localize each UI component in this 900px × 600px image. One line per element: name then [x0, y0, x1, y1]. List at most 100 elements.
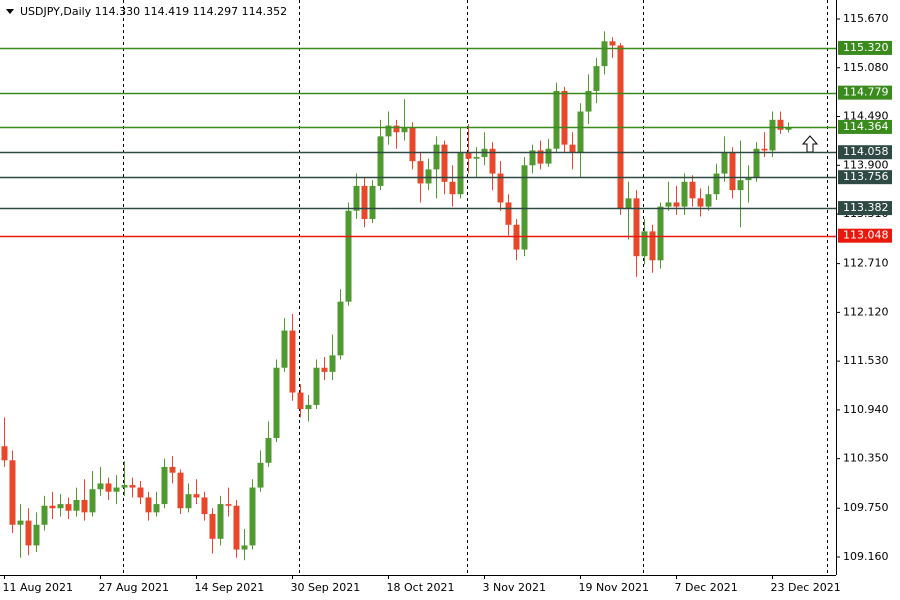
candle-body: [681, 181, 688, 207]
candle-body: [105, 483, 112, 492]
candle-body: [353, 185, 360, 211]
candle-body: [393, 125, 400, 133]
candle-body: [177, 472, 184, 509]
candle-body: [241, 545, 248, 550]
candle-body: [753, 148, 760, 178]
candle-body: [401, 127, 408, 133]
candle-body: [49, 505, 56, 509]
candle-body: [81, 499, 88, 513]
candle-body: [729, 152, 736, 191]
candle-body: [537, 150, 544, 164]
candle-body: [433, 144, 440, 170]
candle-body: [457, 152, 464, 195]
candle-body: [417, 161, 424, 184]
candle-body: [449, 181, 456, 195]
y-tick-label: 114.490: [843, 110, 889, 123]
candle-body: [57, 504, 64, 509]
candle-body: [473, 157, 480, 159]
candle-body: [553, 90, 560, 149]
candle-body: [649, 231, 656, 261]
candle-body: [377, 136, 384, 186]
candle-body: [265, 437, 272, 463]
x-tick-label: 18 Oct 2021: [387, 581, 455, 594]
candle-body: [593, 66, 600, 91]
level-label-box: [838, 228, 892, 243]
candle-body: [33, 524, 40, 546]
level-label-box: [838, 170, 892, 185]
candle-body: [369, 185, 376, 219]
candle-body: [697, 198, 704, 207]
candle-body: [153, 504, 160, 513]
candle-body: [769, 119, 776, 151]
candle-body: [289, 330, 296, 393]
candle-body: [601, 41, 608, 67]
candle-body: [761, 148, 768, 151]
candle-body: [545, 148, 552, 164]
candle-body: [569, 144, 576, 153]
candle-body: [785, 127, 792, 130]
candle-body: [609, 41, 616, 46]
candle-body: [113, 487, 120, 492]
candle-body: [745, 177, 752, 181]
level-label: 114.364: [843, 120, 889, 133]
x-tick-label: 30 Sep 2021: [291, 581, 361, 594]
candle-body: [705, 194, 712, 207]
candle-body: [145, 497, 152, 513]
level-label: 113.756: [843, 170, 889, 183]
candle-body: [193, 494, 200, 498]
level-label-box: [838, 119, 892, 134]
candle-body: [329, 355, 336, 372]
x-tick-label: 23 Dec 2021: [771, 581, 841, 594]
candle-body: [41, 505, 48, 525]
candle-body: [249, 487, 256, 546]
level-label: 113.048: [843, 229, 889, 242]
candle-body: [201, 497, 208, 515]
candle-body: [657, 206, 664, 261]
candle-body: [721, 152, 728, 174]
candle-body: [441, 144, 448, 182]
level-label: 113.382: [843, 201, 889, 214]
candle-body: [129, 485, 136, 488]
candle-body: [225, 504, 232, 506]
candle-body: [737, 180, 744, 191]
candle-body: [561, 90, 568, 145]
y-tick-label: 109.160: [843, 550, 889, 563]
menu-arrow[interactable]: [6, 9, 14, 14]
y-tick-label: 112.710: [843, 257, 889, 270]
candle-body: [385, 125, 392, 137]
candle-body: [465, 152, 472, 159]
candle-body: [505, 202, 512, 225]
candle-body: [17, 520, 24, 525]
candle-body: [577, 111, 584, 153]
candle-body: [169, 466, 176, 473]
candle-body: [409, 127, 416, 162]
y-tick-label: 113.900: [843, 158, 889, 171]
candle-body: [625, 198, 632, 209]
candle-body: [673, 202, 680, 207]
candle-body: [585, 90, 592, 112]
candle-body: [345, 210, 352, 302]
level-label: 114.058: [843, 145, 889, 158]
candle-body: [257, 462, 264, 488]
candle-body: [25, 520, 32, 546]
candle-body: [521, 165, 528, 250]
y-tick-label: 112.120: [843, 305, 889, 318]
candle-body: [185, 494, 192, 509]
candle-body: [97, 483, 104, 490]
y-tick-label: 110.940: [843, 403, 889, 416]
candle-body: [425, 169, 432, 184]
x-tick-label: 14 Sep 2021: [195, 581, 265, 594]
x-tick-label: 19 Nov 2021: [579, 581, 649, 594]
candle-body: [305, 404, 312, 410]
y-tick-label: 109.750: [843, 501, 889, 514]
candle-body: [161, 466, 168, 505]
candle-body: [689, 181, 696, 199]
candle-body: [665, 202, 672, 207]
candle-body: [137, 487, 144, 498]
candle-body: [313, 367, 320, 405]
candle-body: [9, 460, 16, 525]
x-tick-label: 11 Aug 2021: [3, 581, 73, 594]
plot: [1, 31, 792, 561]
level-label-box: [838, 201, 892, 216]
